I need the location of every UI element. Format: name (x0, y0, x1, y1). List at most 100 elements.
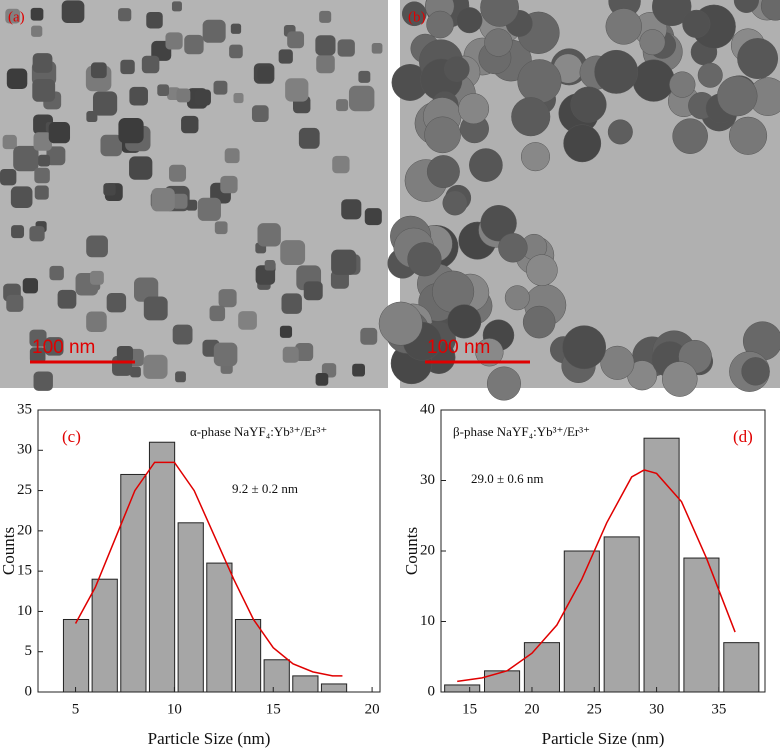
bar (292, 675, 319, 693)
particle (194, 89, 211, 106)
scale-label: 100 nm (32, 337, 95, 358)
particle (737, 38, 779, 79)
y-tick-label: 20 (420, 542, 435, 558)
x-tick-label: 30 (649, 701, 664, 717)
particle (469, 148, 503, 182)
panel-label: (c) (62, 427, 81, 446)
particle (86, 235, 108, 258)
particle (407, 242, 442, 277)
particle (632, 59, 675, 102)
particle (38, 154, 51, 167)
particle (520, 142, 551, 172)
fit-result: 9.2 ± 0.2 nm (232, 481, 298, 496)
particle (172, 324, 193, 345)
particle (563, 124, 602, 163)
particle (116, 345, 134, 363)
particle (426, 10, 454, 39)
particle (165, 32, 183, 50)
particle (90, 270, 104, 285)
bar (148, 441, 176, 693)
particle (220, 175, 238, 194)
particle (224, 148, 240, 164)
particle (669, 71, 696, 98)
particle (426, 155, 460, 189)
particle (10, 186, 33, 208)
particle (143, 354, 168, 379)
x-tick-label: 35 (711, 701, 726, 717)
particle (661, 361, 698, 397)
x-tick-label: 15 (462, 701, 477, 717)
x-tick-label: 20 (365, 701, 380, 717)
bar (320, 683, 348, 693)
particle (330, 270, 349, 289)
x-tick-label: 15 (266, 701, 281, 717)
annotation: β-phase NaYF₄:Yb³⁺/Er³⁺ (453, 424, 590, 439)
particle (209, 305, 226, 322)
particle (504, 285, 530, 311)
particle (360, 327, 378, 345)
particle (169, 164, 187, 182)
particle (570, 86, 607, 123)
particle (257, 223, 281, 247)
panel-label: (d) (733, 427, 753, 446)
particle (498, 233, 528, 263)
bar (177, 522, 204, 693)
x-tick-label: 25 (587, 701, 602, 717)
particle (5, 8, 21, 24)
particle (316, 54, 335, 74)
particle (48, 122, 71, 144)
particle (364, 208, 382, 226)
particle (741, 357, 770, 386)
particle (729, 116, 768, 155)
particle (2, 134, 17, 150)
particle (238, 311, 257, 330)
particle (157, 84, 169, 97)
particle (280, 240, 306, 265)
particle (424, 116, 461, 154)
particle (341, 199, 362, 220)
bar (484, 670, 521, 693)
particle (146, 11, 163, 29)
x-tick-label: 20 (524, 701, 539, 717)
particle (652, 0, 692, 27)
y-axis-label: Counts (0, 527, 18, 575)
particle (171, 1, 182, 12)
scale-label: 100 nm (427, 337, 490, 358)
particle (298, 127, 320, 149)
y-tick-label: 10 (420, 613, 435, 629)
y-axis-label: Counts (402, 527, 421, 575)
particle (33, 132, 52, 151)
particle (281, 293, 302, 314)
particle (129, 86, 148, 106)
fit-result: 29.0 ± 0.6 nm (471, 471, 544, 486)
particle (378, 301, 423, 346)
particle (86, 111, 98, 123)
particle (202, 19, 226, 43)
particle (30, 7, 44, 21)
particle (279, 325, 293, 338)
particle (100, 134, 122, 157)
bar (62, 618, 90, 693)
particle (287, 31, 305, 49)
bar (120, 473, 147, 693)
particle (213, 80, 228, 95)
particle (295, 343, 314, 362)
particle (282, 346, 299, 363)
y-tick-label: 30 (17, 442, 32, 458)
particle (214, 221, 228, 235)
particle (352, 363, 365, 377)
particle (29, 226, 45, 242)
particle (186, 199, 198, 211)
particle (57, 289, 77, 309)
fit-curve (74, 461, 343, 677)
particle (319, 10, 332, 23)
particle (133, 277, 159, 302)
particle (484, 28, 513, 57)
bar (523, 642, 560, 693)
fit-curve (457, 469, 736, 683)
particle (605, 8, 642, 45)
particle (11, 225, 25, 239)
bar (444, 684, 481, 693)
particle (278, 49, 293, 64)
